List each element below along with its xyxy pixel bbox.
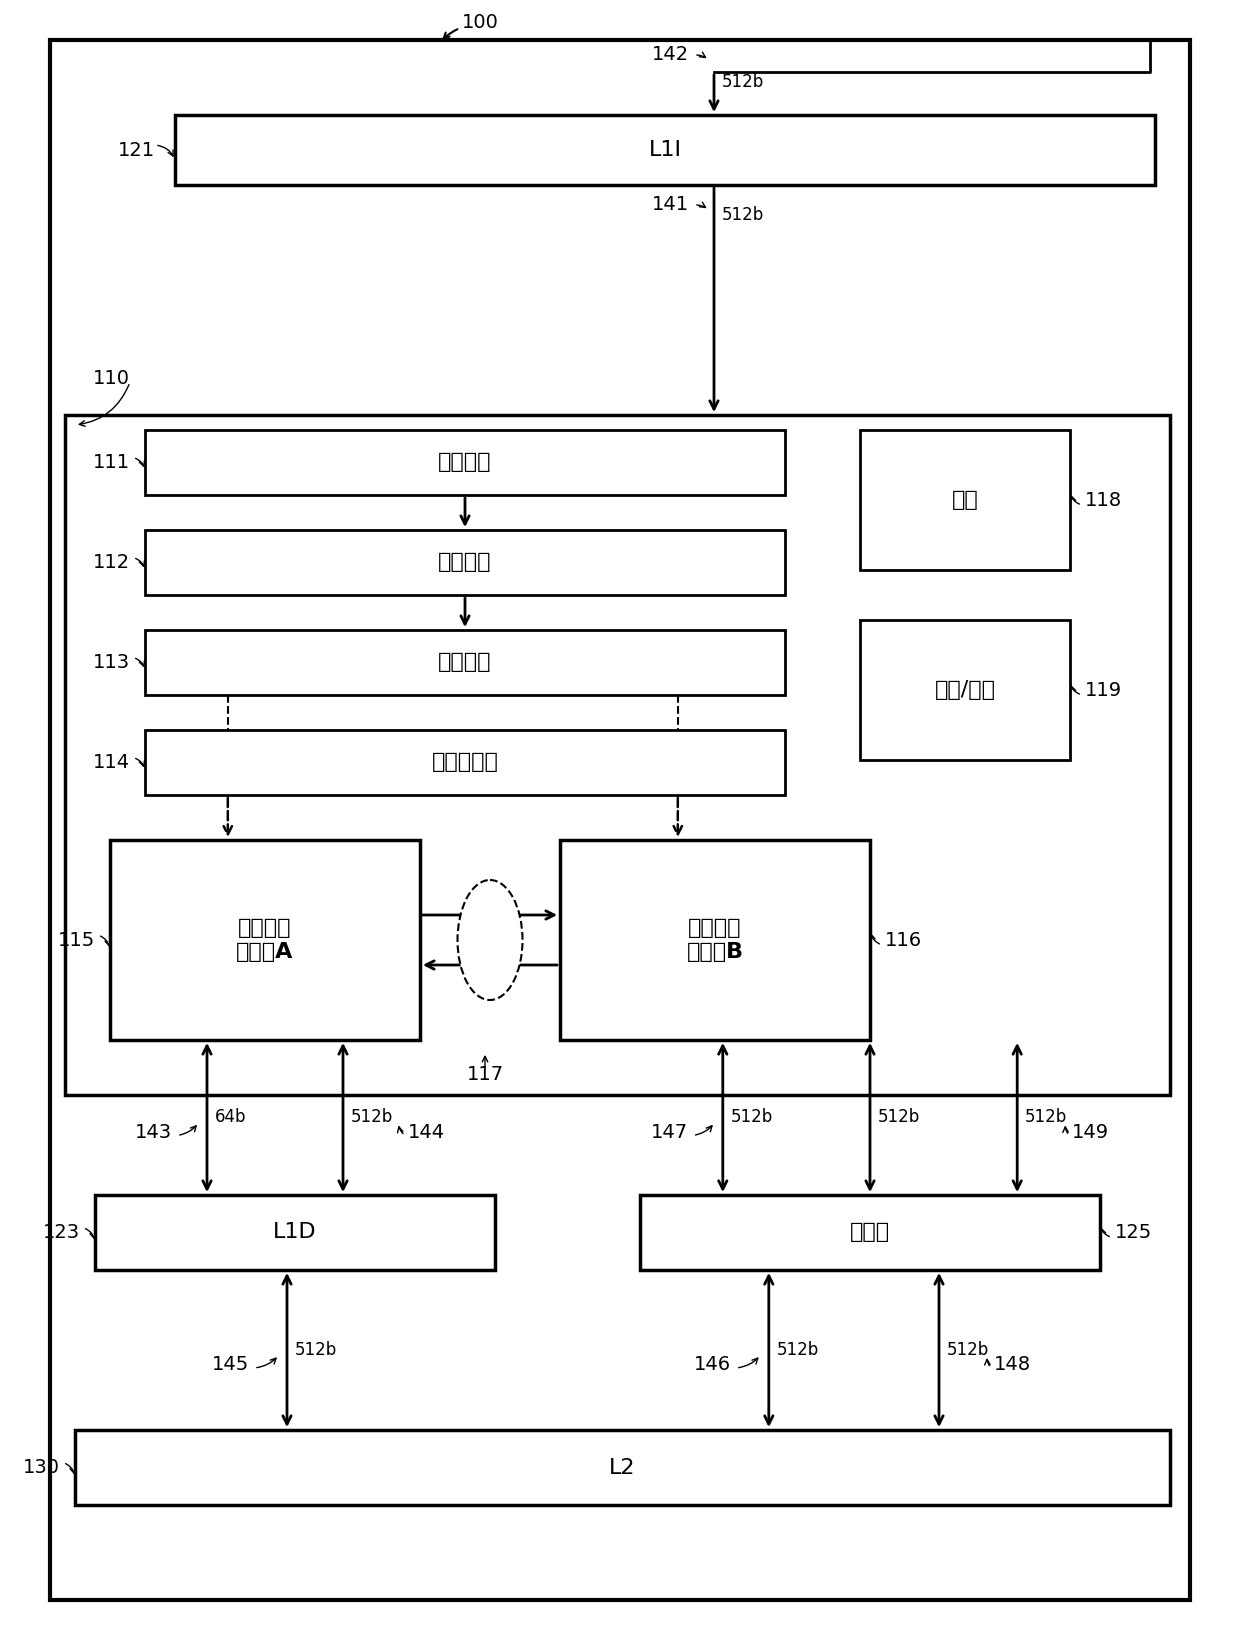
Bar: [110, 841, 420, 1040]
Text: 112: 112: [93, 553, 130, 572]
Text: 中断/异常: 中断/异常: [935, 679, 996, 701]
Bar: [861, 620, 1070, 760]
Text: 111: 111: [93, 452, 130, 472]
Text: 142: 142: [652, 46, 689, 64]
Text: 指令提取: 指令提取: [438, 452, 492, 472]
Text: L1I: L1I: [649, 140, 682, 160]
Bar: [640, 1194, 1100, 1270]
Text: 64b: 64b: [215, 1109, 247, 1127]
Text: 141: 141: [652, 196, 689, 214]
Text: 512b: 512b: [776, 1341, 820, 1359]
Bar: [861, 429, 1070, 571]
Text: 118: 118: [1085, 490, 1122, 510]
Text: 125: 125: [1115, 1222, 1152, 1242]
Text: 121: 121: [118, 140, 155, 160]
Text: 512b: 512b: [722, 206, 764, 224]
Text: 标量数据
路径俧A: 标量数据 路径俧A: [237, 918, 294, 962]
Text: 144: 144: [408, 1124, 445, 1142]
Bar: [175, 115, 1154, 184]
Text: 145: 145: [212, 1355, 249, 1375]
Text: 130: 130: [24, 1457, 60, 1477]
Text: 113: 113: [93, 653, 130, 673]
Bar: [95, 1194, 495, 1270]
Text: L2: L2: [609, 1457, 636, 1477]
Text: 148: 148: [994, 1355, 1032, 1375]
Text: 123: 123: [43, 1222, 81, 1242]
Text: 149: 149: [1073, 1124, 1110, 1142]
Text: 116: 116: [885, 931, 923, 949]
Bar: [145, 730, 785, 795]
Text: 控制寄存器: 控制寄存器: [432, 752, 498, 773]
Bar: [145, 530, 785, 595]
Text: 512b: 512b: [295, 1341, 337, 1359]
Text: 115: 115: [58, 931, 95, 949]
Text: 512b: 512b: [722, 72, 764, 90]
Text: 512b: 512b: [878, 1109, 920, 1127]
Bar: [145, 630, 785, 694]
Bar: [145, 429, 785, 495]
Text: 146: 146: [693, 1355, 730, 1375]
Text: 119: 119: [1085, 681, 1122, 699]
Text: 114: 114: [93, 753, 130, 772]
Text: L1D: L1D: [273, 1222, 316, 1242]
Text: 512b: 512b: [947, 1341, 990, 1359]
Text: 512b: 512b: [1025, 1109, 1068, 1127]
Text: 143: 143: [135, 1124, 172, 1142]
Text: 指令分派: 指令分派: [438, 553, 492, 572]
Bar: [560, 841, 870, 1040]
Text: 147: 147: [651, 1124, 688, 1142]
Text: 仿真: 仿真: [951, 490, 978, 510]
Text: 指令解码: 指令解码: [438, 653, 492, 673]
Text: 512b: 512b: [730, 1109, 773, 1127]
Text: 512b: 512b: [351, 1109, 393, 1127]
Text: 矢量数据
路径俧B: 矢量数据 路径俧B: [687, 918, 744, 962]
Text: 流引擎: 流引擎: [849, 1222, 890, 1242]
Text: 110: 110: [93, 368, 130, 388]
Ellipse shape: [458, 880, 522, 1000]
Bar: [74, 1430, 1171, 1505]
Text: 117: 117: [466, 1066, 503, 1084]
Bar: [64, 415, 1171, 1096]
Text: 100: 100: [461, 13, 498, 31]
